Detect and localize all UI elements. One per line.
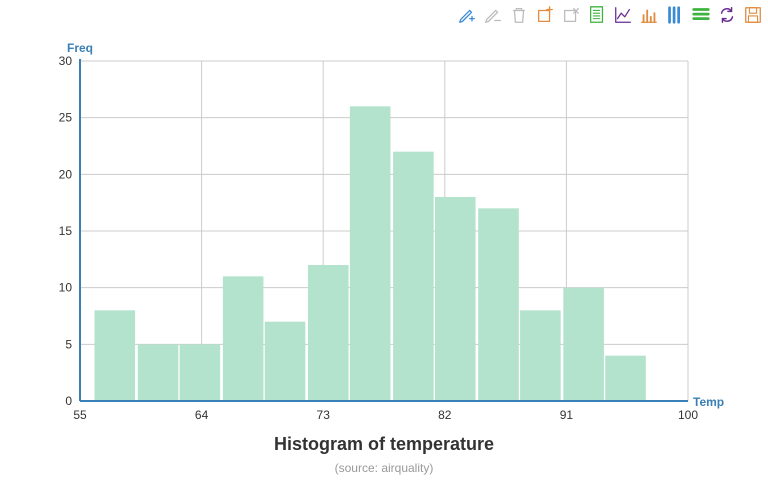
mark-button[interactable] (456, 4, 478, 26)
y-tick-label: 30 (59, 54, 73, 68)
zoom-reset-icon (564, 8, 579, 22)
y-tick-label: 20 (59, 167, 73, 181)
histogram-bar-1 (94, 310, 136, 401)
x-tick-label: 82 (438, 408, 452, 422)
x-tick-label: 64 (195, 408, 209, 422)
y-tick-label: 15 (59, 224, 73, 238)
histogram-bar-3 (179, 344, 221, 401)
y-tick-label: 10 (59, 281, 73, 295)
y-tick-label: 5 (65, 337, 72, 351)
y-tick-label: 0 (65, 394, 72, 408)
bar-chart-icon (641, 9, 657, 24)
x-axis-label: Temp (693, 395, 724, 409)
save-image-icon (745, 7, 761, 23)
zoom-button[interactable] (534, 4, 556, 26)
histogram-bar-5 (264, 321, 306, 401)
restore-icon (720, 6, 734, 23)
x-tick-label: 100 (678, 408, 698, 422)
stack-icon (668, 6, 680, 24)
restore-button[interactable] (716, 4, 738, 26)
x-tick-label: 73 (317, 408, 331, 422)
data-view-icon (590, 6, 604, 23)
save-image-button[interactable] (742, 4, 764, 26)
zoom-icon (538, 6, 553, 22)
data-view-button[interactable] (586, 4, 608, 26)
histogram-bar-10 (478, 208, 519, 401)
mark-clear-icon (512, 8, 526, 23)
x-tick-label: 91 (560, 408, 574, 422)
y-axis-label: Freq (67, 41, 93, 55)
x-tick-label: 55 (73, 408, 87, 422)
chart-subtitle: (source: airquality) (334, 461, 434, 475)
histogram-bar-2 (137, 344, 179, 401)
histogram-bar-9 (434, 197, 476, 401)
line-chart-icon (615, 7, 631, 23)
zoom-reset-button[interactable] (560, 4, 582, 26)
y-tick-label: 25 (59, 111, 73, 125)
histogram-bar-11 (520, 310, 561, 401)
line-chart-button[interactable] (612, 4, 634, 26)
chart-title: Histogram of temperature (273, 434, 495, 454)
tiled-icon (692, 8, 710, 20)
stack-button[interactable] (664, 4, 686, 26)
mark-undo-icon (485, 9, 501, 23)
histogram-bar-12 (563, 287, 604, 401)
histogram-bar-6 (307, 265, 349, 401)
histogram-bar-8 (393, 151, 434, 401)
mark-undo-button[interactable] (482, 4, 504, 26)
histogram-bar-13 (605, 355, 646, 401)
bar-chart-button[interactable] (638, 4, 660, 26)
toolbox (456, 4, 764, 26)
tiled-button[interactable] (690, 4, 712, 26)
mark-icon (459, 9, 475, 23)
histogram-bar-7 (349, 106, 391, 401)
mark-clear-button[interactable] (508, 4, 530, 26)
histogram-bar-4 (222, 276, 264, 401)
